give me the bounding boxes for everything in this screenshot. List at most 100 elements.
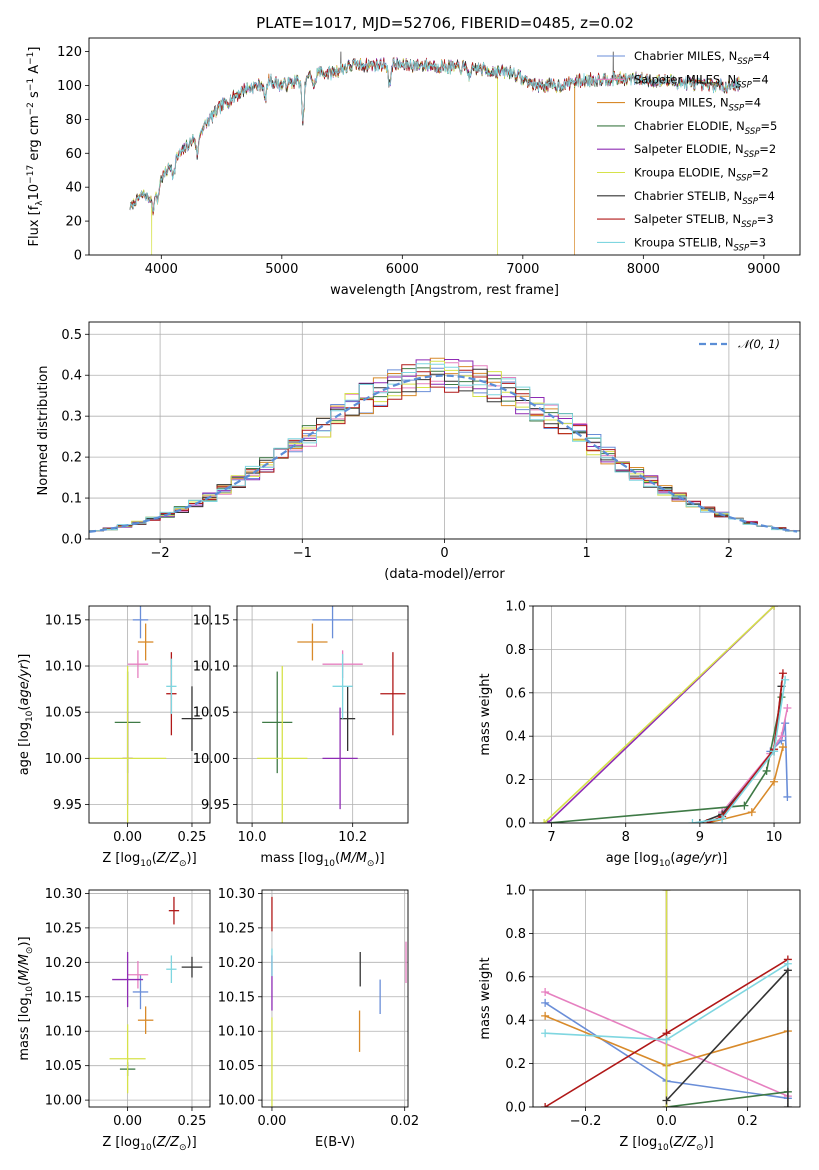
errorbar-point-chabrier-elodie (262, 671, 293, 774)
legend-label-normal: 𝒩(0, 1) (738, 337, 780, 351)
weight-marker (541, 987, 550, 996)
x-tick-label: 0.25 (178, 1114, 207, 1129)
weight-line-kroupa-miles (707, 746, 784, 823)
weight-marker (747, 808, 756, 817)
weight-marker (662, 1035, 671, 1044)
y-tick-label: 10.25 (45, 921, 82, 936)
figure-title: PLATE=1017, MJD=52706, FIBERID=0485, z=0… (256, 14, 634, 32)
y-tick-label: 9.95 (53, 798, 82, 813)
weight-line-kroupa-elodie (543, 606, 775, 823)
errorbar-point-kroupa-elodie (89, 666, 167, 823)
y-tick-label: 10.20 (218, 956, 255, 971)
errorbar-point-chabrier-miles (132, 606, 149, 639)
x-axis-label: wavelength [Angstrom, rest frame] (330, 283, 559, 298)
errorbar-point-kroupa-elodie (257, 666, 308, 823)
plot-area (237, 606, 408, 823)
y-tick-label: 10.10 (193, 660, 230, 675)
y-axis-label: mass weight (478, 957, 493, 1039)
y-tick-label: 0.1 (61, 492, 82, 507)
y-tick-label: 120 (57, 45, 82, 60)
x-tick-label: −2 (151, 546, 170, 561)
errorbar-point-kroupa-miles (137, 623, 154, 661)
legend-label-kroupa-stelib: Kroupa STELIB, NSSP=3 (634, 235, 766, 253)
axes-frame (236, 605, 409, 824)
weight-line-chabrier-elodie (547, 696, 783, 823)
weight-marker (740, 801, 749, 810)
histogram-salpeter-elodie (89, 359, 800, 532)
plot-area (533, 890, 800, 1107)
weight-line-chabrier-elodie (666, 1091, 788, 1107)
x-tick-label: 0.02 (390, 1114, 419, 1129)
weight-marker (662, 890, 671, 894)
x-tick-label: 7000 (506, 262, 539, 277)
weight-marker (762, 766, 771, 775)
errorbar-point-kroupa-stelib (166, 658, 177, 715)
x-tick-label: 10.0 (238, 830, 267, 845)
errorbar-point-kroupa-stelib (332, 654, 353, 719)
panel-spectrum: 4000 5000 6000 7000 8000 9000 0 20 40 60 80 100 120 w… (26, 37, 801, 298)
x-axis-label: Z [log10(Z/Z⊙)] (619, 1135, 713, 1153)
x-tick-label: 6000 (386, 262, 419, 277)
x-tick-label: 0.2 (737, 1114, 758, 1129)
x-tick-label: 4000 (145, 262, 178, 277)
normal-reference-curve (89, 374, 798, 533)
weight-marker (777, 732, 786, 741)
y-tick-label: 0.0 (61, 533, 82, 548)
y-tick-label: 60 (65, 147, 82, 162)
weight-line-chabrier-stelib (665, 968, 789, 1107)
weight-marker (783, 792, 792, 801)
y-tick-label: 1.0 (505, 884, 526, 899)
y-tick-label: 0.8 (505, 927, 526, 942)
y-tick-label: 100 (57, 79, 82, 94)
errorbar-point-chabrier-stelib (181, 686, 203, 751)
y-tick-label: 40 (65, 181, 82, 196)
axes-frame (532, 889, 801, 1108)
panel-age-vs-mass: 10.0 10.2 9.95 10.00 10.05 10.10 10.15 mass [lo… (193, 605, 409, 869)
legend-label-chabrier-elodie: Chabrier ELODIE, NSSP=5 (634, 119, 777, 137)
y-tick-label: 0.0 (505, 817, 526, 832)
plot-area (89, 606, 210, 823)
y-tick-label: 10.10 (45, 1025, 82, 1040)
y-axis-label: mass weight (478, 673, 493, 755)
y-tick-label: 10.05 (193, 706, 230, 721)
y-tick-label: 80 (65, 113, 82, 128)
x-tick-label: 9 (696, 830, 704, 845)
plot-area (129, 51, 740, 255)
x-axis-label: age [log10(age/yr)] (606, 851, 728, 869)
y-tick-label: 20 (65, 215, 82, 230)
weight-marker (778, 743, 787, 752)
x-tick-label: 1 (583, 546, 591, 561)
weight-marker (770, 606, 779, 610)
y-tick-label: 0.4 (505, 730, 526, 745)
y-tick-label: 0.6 (505, 686, 526, 701)
weight-marker (662, 1096, 671, 1105)
y-tick-label: 0.6 (505, 970, 526, 985)
legend-label-kroupa-miles: Kroupa MILES, NSSP=4 (634, 96, 761, 114)
legend-label-kroupa-elodie: Kroupa ELODIE, NSSP=2 (634, 166, 769, 184)
y-tick-label: 1.0 (505, 600, 526, 615)
weight-marker (695, 819, 704, 823)
errorbar-point-salpeter-elodie (322, 707, 358, 810)
x-tick-label: −1 (293, 546, 312, 561)
y-tick-label: 9.95 (201, 798, 230, 813)
errorbar-point-kroupa-miles (297, 623, 328, 661)
x-axis-label: Z [log10(Z/Z⊙)] (102, 851, 196, 869)
y-tick-label: 10.05 (218, 1059, 255, 1074)
y-tick-label: 10.10 (45, 660, 82, 675)
errorbar-point-chabrier-miles (312, 606, 353, 639)
y-tick-label: 10.15 (45, 613, 82, 628)
y-tick-label: 0.4 (505, 1014, 526, 1029)
x-tick-label: −0.2 (570, 1114, 602, 1129)
x-tick-label: 0.25 (178, 830, 207, 845)
y-tick-label: 0.4 (61, 369, 82, 384)
weight-line-kroupa-stelib (692, 679, 786, 823)
y-tick-label: 10.20 (45, 956, 82, 971)
weight-line-salpeter-miles (721, 707, 789, 813)
panel-mass-vs-z: 0.00 0.25 10.00 10.05 10.10 10.15 10.20 10.25 10… (17, 887, 211, 1153)
weight-marker (540, 819, 549, 823)
spectrum-legend: Chabrier MILES, NSSP=4 Salpeter MILES, NS… (597, 49, 777, 253)
y-tick-label: 10.15 (45, 990, 82, 1005)
y-tick-label: 10.00 (193, 752, 230, 767)
plot-area (262, 890, 408, 1107)
y-axis-label: age [log10(age/yr)] (17, 654, 35, 776)
